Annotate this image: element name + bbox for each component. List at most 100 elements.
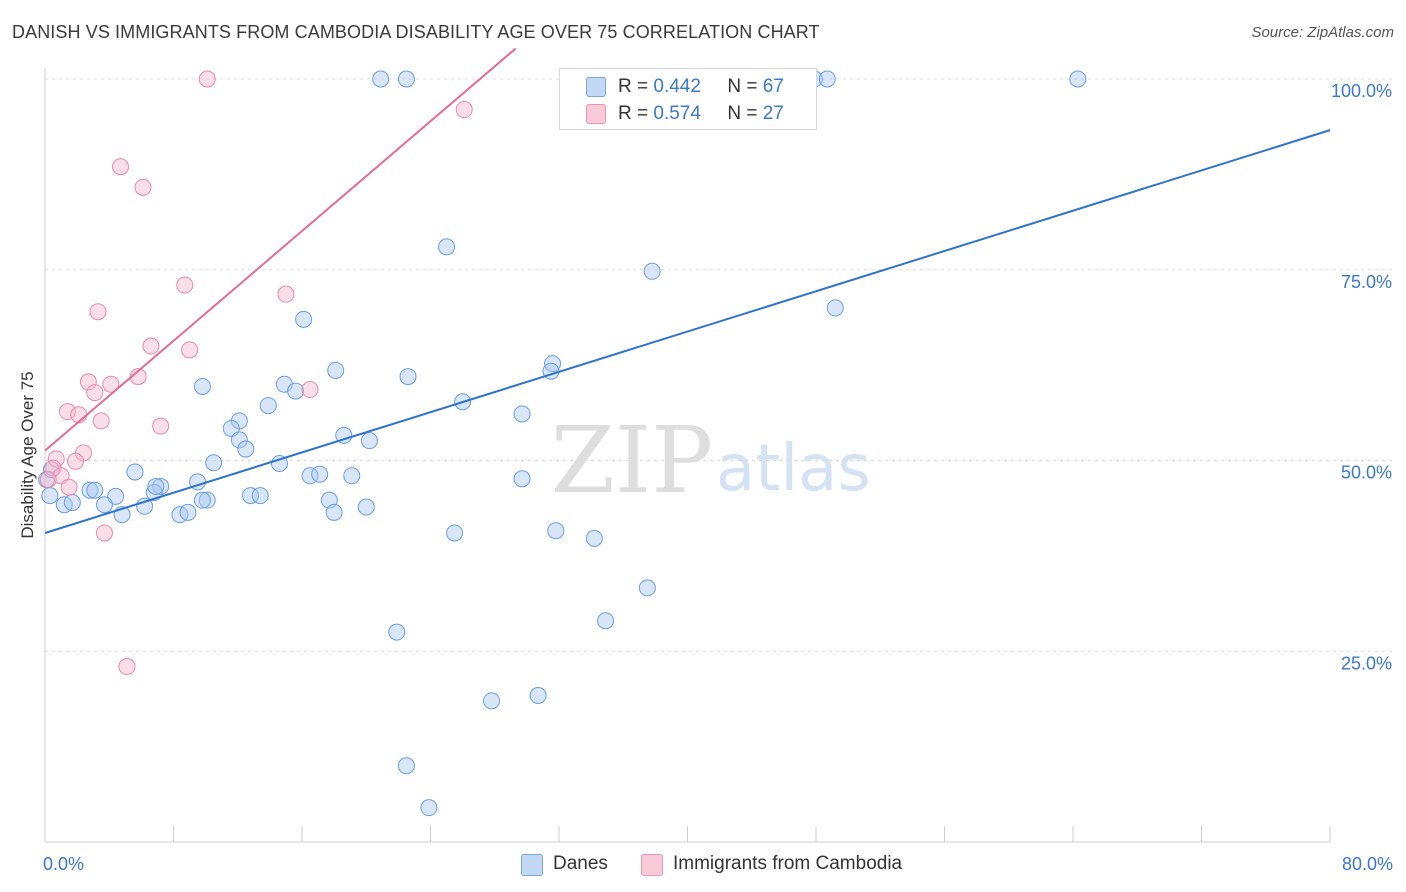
cambodia-point [301,381,319,399]
cambodia-point [111,158,129,176]
danes-point [335,426,353,444]
danes-point [251,487,269,505]
cambodia-point [142,337,160,355]
danes-point [397,757,415,775]
watermark-atlas: atlas [716,432,871,506]
x-tick-label: 80.0% [1342,854,1393,874]
danes-point [193,377,211,395]
danes-point [325,503,343,521]
cambodia-point [181,341,199,359]
legend-swatch-cambodia [586,104,606,124]
cambodia-point [60,478,78,496]
axes [44,68,1331,843]
cambodia-point [198,70,216,88]
legend-n-label: N = [727,76,758,97]
danes-point [397,70,415,88]
danes-point [357,498,375,516]
danes-point [63,493,81,511]
legend-r-value-danes: 0.442 [653,76,701,97]
danes-point [193,491,211,509]
danes-point [1069,70,1087,88]
cambodia-point [86,384,104,402]
watermark-zip: ZIP [551,407,713,514]
danes-point [343,467,361,485]
danes-point [818,70,836,88]
data-points [38,70,1087,817]
danes-point [360,432,378,450]
cambodia-point [134,178,152,196]
danes-point [438,238,456,256]
danes-point [547,522,565,540]
cambodia-point [118,658,136,676]
danes-point [311,465,329,483]
stats-legend: R = 0.442 N = 67 R = 0.574 N = 27 [559,68,817,130]
danes-point [585,529,603,547]
danes-point [95,496,113,514]
danes-point [41,487,59,505]
danes-point [259,397,277,415]
series-label-danes: Danes [553,853,608,874]
danes-point [420,799,438,817]
y-tick-label: 50.0% [1341,463,1392,483]
danes-point [483,692,501,710]
series-swatch-cambodia [641,854,663,876]
legend-n-label: N = [727,103,758,124]
danes-point [198,491,216,509]
legend-swatch-danes [586,77,606,97]
y-tick-label: 25.0% [1341,653,1392,673]
danes-point [126,463,144,481]
danes-point [446,524,464,542]
cambodia-point [89,303,107,321]
legend-r-value-cambodia: 0.574 [653,103,701,124]
cambodia-point [67,452,85,470]
danes-point [295,310,313,328]
danes-point [81,481,99,499]
cambodia-point [95,524,113,542]
danes-point [205,454,223,472]
danes-point [147,477,165,495]
y-tick-label: 75.0% [1341,272,1392,292]
danes-point [826,299,844,317]
cambodia-point [102,375,120,393]
danes-point [179,503,197,521]
danes-point [327,361,345,379]
danes-point [597,612,615,630]
legend-r-label: R = [618,103,649,124]
cambodia-point [455,101,473,119]
danes-point [230,431,248,449]
source-label: Source: ZipAtlas.com [1251,24,1394,41]
danes-point [529,687,547,705]
danes-point [242,487,260,505]
cambodia-point [58,403,76,421]
legend-n-value-danes: 67 [762,76,784,97]
danes-trend-line [44,129,1331,534]
series-label-cambodia: Immigrants from Cambodia [673,853,903,874]
tick-labels: 25.0% 50.0% 75.0% 100.0% 0.0% 80.0% [43,81,1393,874]
danes-point [152,477,170,495]
danes-point [237,440,255,458]
cambodia-point [277,285,295,303]
cambodia-point [92,412,110,430]
cambodia-point [176,276,194,294]
cambodia-trend-line [44,47,517,452]
danes-point [643,262,661,280]
danes-point [86,481,104,499]
cambodia-point [70,406,88,424]
trend-lines [44,47,1331,534]
cambodia-point [47,450,65,468]
grid [45,78,1395,652]
danes-point [638,579,656,597]
legend-n-value-cambodia: 27 [762,103,784,124]
danes-point [388,623,406,641]
danes-point [372,70,390,88]
cambodia-point [39,471,57,489]
cambodia-point [79,373,97,391]
watermark: ZIP atlas [551,407,871,514]
chart-title: DANISH VS IMMIGRANTS FROM CAMBODIA DISAB… [12,22,820,42]
danes-point [287,382,305,400]
danes-point [399,368,417,386]
y-tick-label: 100.0% [1331,81,1392,101]
danes-point [513,470,531,488]
danes-point [271,455,289,473]
